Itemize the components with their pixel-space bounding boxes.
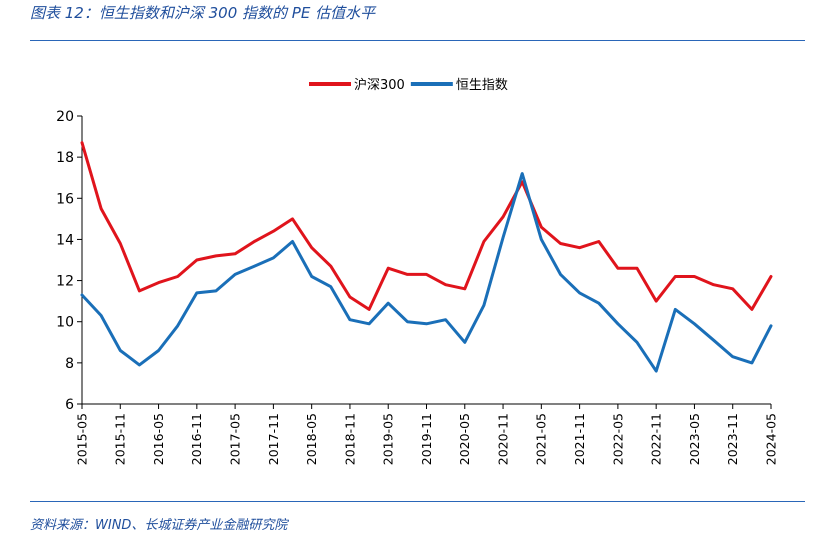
source-note: 资料来源：WIND、长城证券产业金融研究院 [30,518,288,533]
x-tick-label: 2016-05 [151,413,166,465]
x-tick-label: 2023-05 [687,413,702,465]
bottom-divider [30,501,805,502]
x-tick-label: 2017-11 [266,413,281,465]
x-tick-label: 2019-05 [381,413,396,465]
top-divider [30,40,805,41]
y-tick-label: 12 [56,274,74,290]
y-tick-label: 16 [56,191,74,207]
y-tick-label: 20 [56,109,74,125]
x-tick-label: 2017-05 [227,413,242,465]
y-tick-label: 6 [65,397,74,413]
x-tick-label: 2019-11 [419,413,434,465]
series-line-hsi [80,172,773,373]
x-tick-label: 2015-05 [74,413,89,465]
series-lines [80,141,773,373]
x-tick-label: 2015-11 [113,413,128,465]
x-tick-label: 2016-11 [189,413,204,465]
y-tick-label: 10 [56,315,74,331]
legend: 沪深300 恒生指数 [309,77,508,93]
x-tick-label: 2022-05 [610,413,625,465]
y-tick-label: 18 [56,150,74,166]
x-tick-label: 2023-11 [725,413,740,465]
x-tick-label: 2020-11 [495,413,510,465]
figure-title: 图表 12：恒生指数和沪深 300 指数的 PE 估值水平 [30,4,376,22]
x-tick-label: 2024-05 [763,413,778,465]
y-tick-label: 14 [56,232,74,248]
series-line-hs300 [80,141,773,311]
y-axis: 6 8 10 12 14 16 18 20 [56,109,83,413]
x-axis: 2015-05 2015-11 2016-05 2016-11 2017-05 2017-… [74,403,778,465]
legend-label: 恒生指数 [456,78,508,93]
y-tick-label: 8 [65,356,74,372]
x-tick-label: 2018-11 [342,413,357,465]
x-tick-label: 2018-05 [304,413,319,465]
x-tick-label: 2021-05 [534,413,549,465]
x-tick-label: 2021-11 [572,413,587,465]
x-tick-label: 2020-05 [457,413,472,465]
legend-label: 沪深300 [354,77,405,93]
x-tick-label: 2022-11 [649,413,664,465]
